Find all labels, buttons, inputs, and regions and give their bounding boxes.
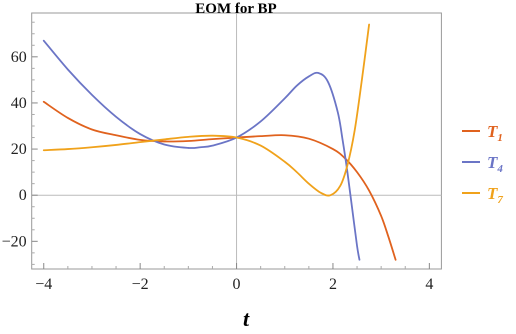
legend-item-2: T4: [462, 153, 503, 175]
legend-item-3: T7: [462, 184, 503, 206]
x-tick-label: −2: [132, 276, 149, 293]
legend-label: T7: [487, 184, 503, 206]
y-tick-label: 0: [19, 187, 27, 204]
chart-title: EOM for BP: [195, 1, 276, 17]
legend-label: T1: [487, 122, 503, 144]
series-line-2: [42, 39, 361, 261]
y-tick-label: −20: [2, 233, 27, 250]
axes: [31, 13, 442, 269]
legend-item-1: T1: [462, 122, 503, 144]
x-tick-label: 4: [425, 276, 433, 293]
legend: T1 T4 T7: [462, 122, 503, 206]
x-tick-label: 2: [329, 276, 337, 293]
x-ticks: −4 −2 0 2 4: [35, 263, 433, 293]
series-group: [42, 23, 397, 261]
series-line-1: [42, 100, 397, 261]
legend-label: T4: [487, 153, 503, 175]
y-ticks: −20 0 20 40 60: [2, 21, 38, 265]
series-line-3: [42, 23, 370, 197]
y-tick-label: 40: [11, 95, 27, 112]
y-tick-label: 20: [11, 141, 27, 158]
x-tick-label: 0: [233, 276, 241, 293]
x-tick-label: −4: [35, 276, 52, 293]
y-tick-label: 60: [11, 49, 27, 66]
x-axis-label: t: [243, 306, 250, 331]
